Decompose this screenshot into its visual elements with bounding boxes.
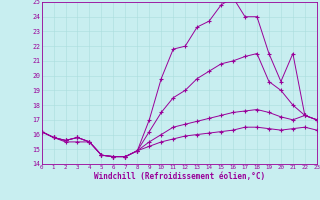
X-axis label: Windchill (Refroidissement éolien,°C): Windchill (Refroidissement éolien,°C) xyxy=(94,172,265,181)
